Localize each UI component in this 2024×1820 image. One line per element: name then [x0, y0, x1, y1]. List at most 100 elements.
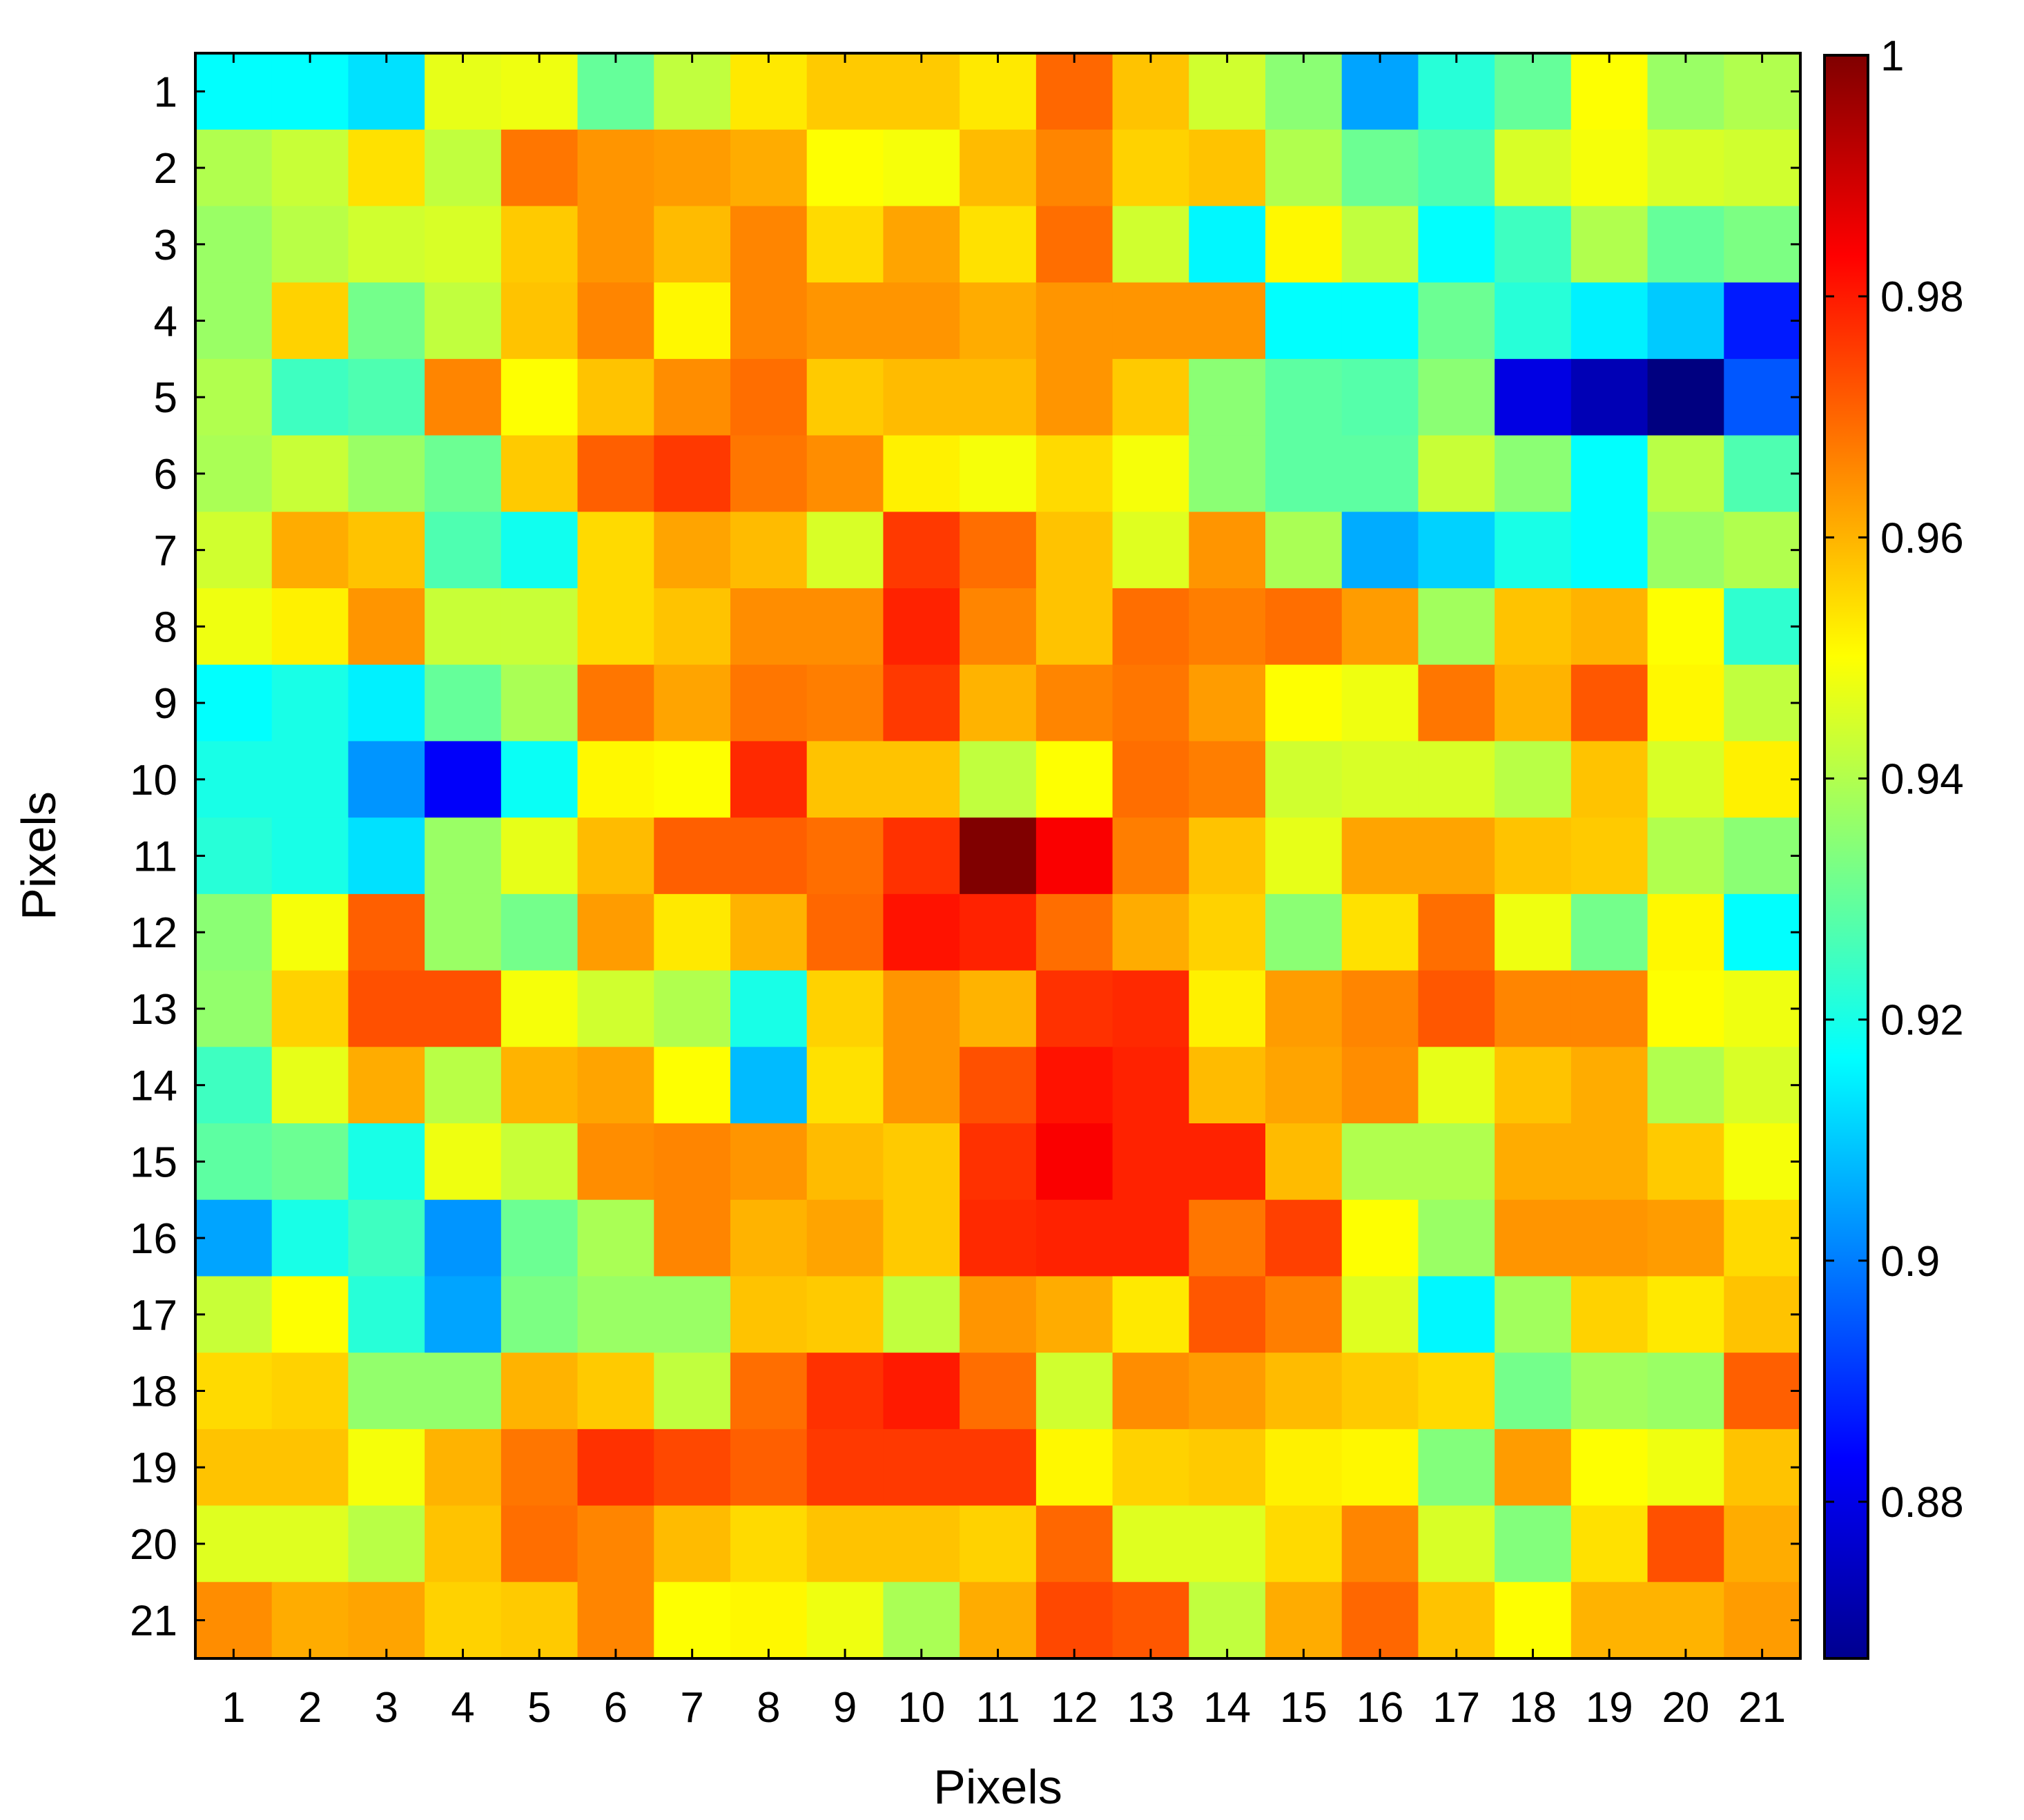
colorbar-tick-label: 0.9	[1880, 1238, 1940, 1286]
heatmap-cell	[883, 817, 960, 895]
y-tick-label: 9	[154, 680, 177, 728]
heatmap-cell	[1724, 1353, 1801, 1430]
heatmap-cell	[1035, 1199, 1113, 1277]
heatmap-cell	[1189, 53, 1266, 130]
heatmap-cell	[1035, 664, 1113, 742]
heatmap-cell	[654, 1199, 731, 1277]
heatmap-cell	[1035, 1353, 1113, 1430]
heatmap-cell	[1495, 53, 1572, 130]
heatmap-cell	[1647, 817, 1724, 895]
x-tick-label: 11	[975, 1684, 1020, 1732]
heatmap-cell	[1341, 1199, 1419, 1277]
heatmap-cell	[1112, 1123, 1189, 1201]
heatmap-cell	[425, 664, 502, 742]
heatmap-cell	[425, 435, 502, 512]
heatmap-cell	[1418, 1047, 1495, 1124]
x-tick-label: 2	[298, 1684, 322, 1732]
heatmap-cell	[1724, 358, 1801, 436]
heatmap-cell	[271, 53, 349, 130]
heatmap-cell	[425, 1582, 502, 1659]
heatmap-cell	[883, 1582, 960, 1659]
heatmap-cell	[348, 1199, 425, 1277]
heatmap-cell	[348, 741, 425, 818]
heatmap-cell	[1112, 435, 1189, 512]
heatmap-cell	[195, 1353, 273, 1430]
heatmap-cell	[1189, 970, 1266, 1047]
x-tick-label: 21	[1738, 1684, 1786, 1732]
heatmap-cell	[577, 1199, 654, 1277]
heatmap-cell	[960, 435, 1037, 512]
heatmap-cell	[654, 741, 731, 818]
heatmap-cell	[1189, 817, 1266, 895]
heatmap-cell	[806, 970, 884, 1047]
heatmap-cell	[1189, 664, 1266, 742]
heatmap-cell	[195, 1505, 273, 1582]
heatmap-cell	[1112, 358, 1189, 436]
heatmap-cell	[1265, 1353, 1343, 1430]
heatmap-cell	[1112, 741, 1189, 818]
heatmap-cell	[425, 1276, 502, 1353]
heatmap-cell	[1495, 512, 1572, 589]
heatmap-cell	[883, 206, 960, 283]
heatmap-cell	[1265, 588, 1343, 666]
heatmap-cell	[271, 1123, 349, 1201]
heatmap-cell	[883, 588, 960, 666]
heatmap-cell	[1647, 358, 1724, 436]
heatmap-cell	[1724, 282, 1801, 360]
x-tick-label: 16	[1356, 1684, 1404, 1732]
heatmap-cell	[1035, 512, 1113, 589]
heatmap-cell	[1647, 1276, 1724, 1353]
heatmap-cell	[883, 1429, 960, 1507]
heatmap-cell	[271, 512, 349, 589]
heatmap-cell	[1418, 1123, 1495, 1201]
heatmap-cell	[425, 970, 502, 1047]
y-tick-label: 16	[130, 1215, 177, 1263]
heatmap-cell	[654, 1047, 731, 1124]
heatmap-cell	[195, 1123, 273, 1201]
heatmap-cell	[195, 817, 273, 895]
heatmap-cell	[883, 1123, 960, 1201]
heatmap-cell	[271, 664, 349, 742]
heatmap-cell	[348, 512, 425, 589]
heatmap-cell	[1570, 512, 1648, 589]
heatmap-cell	[425, 1429, 502, 1507]
heatmap-cell	[654, 588, 731, 666]
x-tick-label: 7	[680, 1684, 703, 1732]
heatmap-cell	[1724, 970, 1801, 1047]
heatmap-cell	[883, 741, 960, 818]
heatmap-cell	[1495, 1047, 1572, 1124]
y-tick-label: 6	[154, 451, 177, 498]
heatmap-cell	[577, 1353, 654, 1430]
heatmap-cell	[425, 53, 502, 130]
heatmap-cell	[195, 358, 273, 436]
heatmap-cell	[425, 588, 502, 666]
heatmap-cell	[577, 282, 654, 360]
heatmap-cell	[960, 1353, 1037, 1430]
heatmap-cell	[577, 1123, 654, 1201]
heatmap-cell	[1418, 282, 1495, 360]
heatmap-cell	[348, 1429, 425, 1507]
heatmap-cell	[1724, 512, 1801, 589]
heatmap-cell	[425, 1199, 502, 1277]
colorbar-tick-label: 0.92	[1880, 997, 1964, 1045]
heatmap-cell	[1647, 206, 1724, 283]
heatmap-cell	[806, 1276, 884, 1353]
heatmap-cell	[1112, 53, 1189, 130]
heatmap-cell	[1647, 1047, 1724, 1124]
heatmap-cell	[1341, 893, 1419, 971]
heatmap-cell	[1570, 664, 1648, 742]
heatmap-cell	[425, 741, 502, 818]
x-tick-label: 20	[1662, 1684, 1709, 1732]
heatmap-cell	[1112, 893, 1189, 971]
heatmap-cell	[1724, 1199, 1801, 1277]
heatmap-cell	[195, 435, 273, 512]
heatmap-cell	[271, 1582, 349, 1659]
heatmap-cell	[1495, 1582, 1572, 1659]
heatmap-cell	[348, 358, 425, 436]
heatmap-cell	[806, 282, 884, 360]
y-tick-label: 20	[130, 1521, 177, 1569]
heatmap-cell	[1189, 282, 1266, 360]
heatmap-cell	[654, 358, 731, 436]
heatmap-cell	[500, 588, 578, 666]
heatmap-cell	[425, 817, 502, 895]
